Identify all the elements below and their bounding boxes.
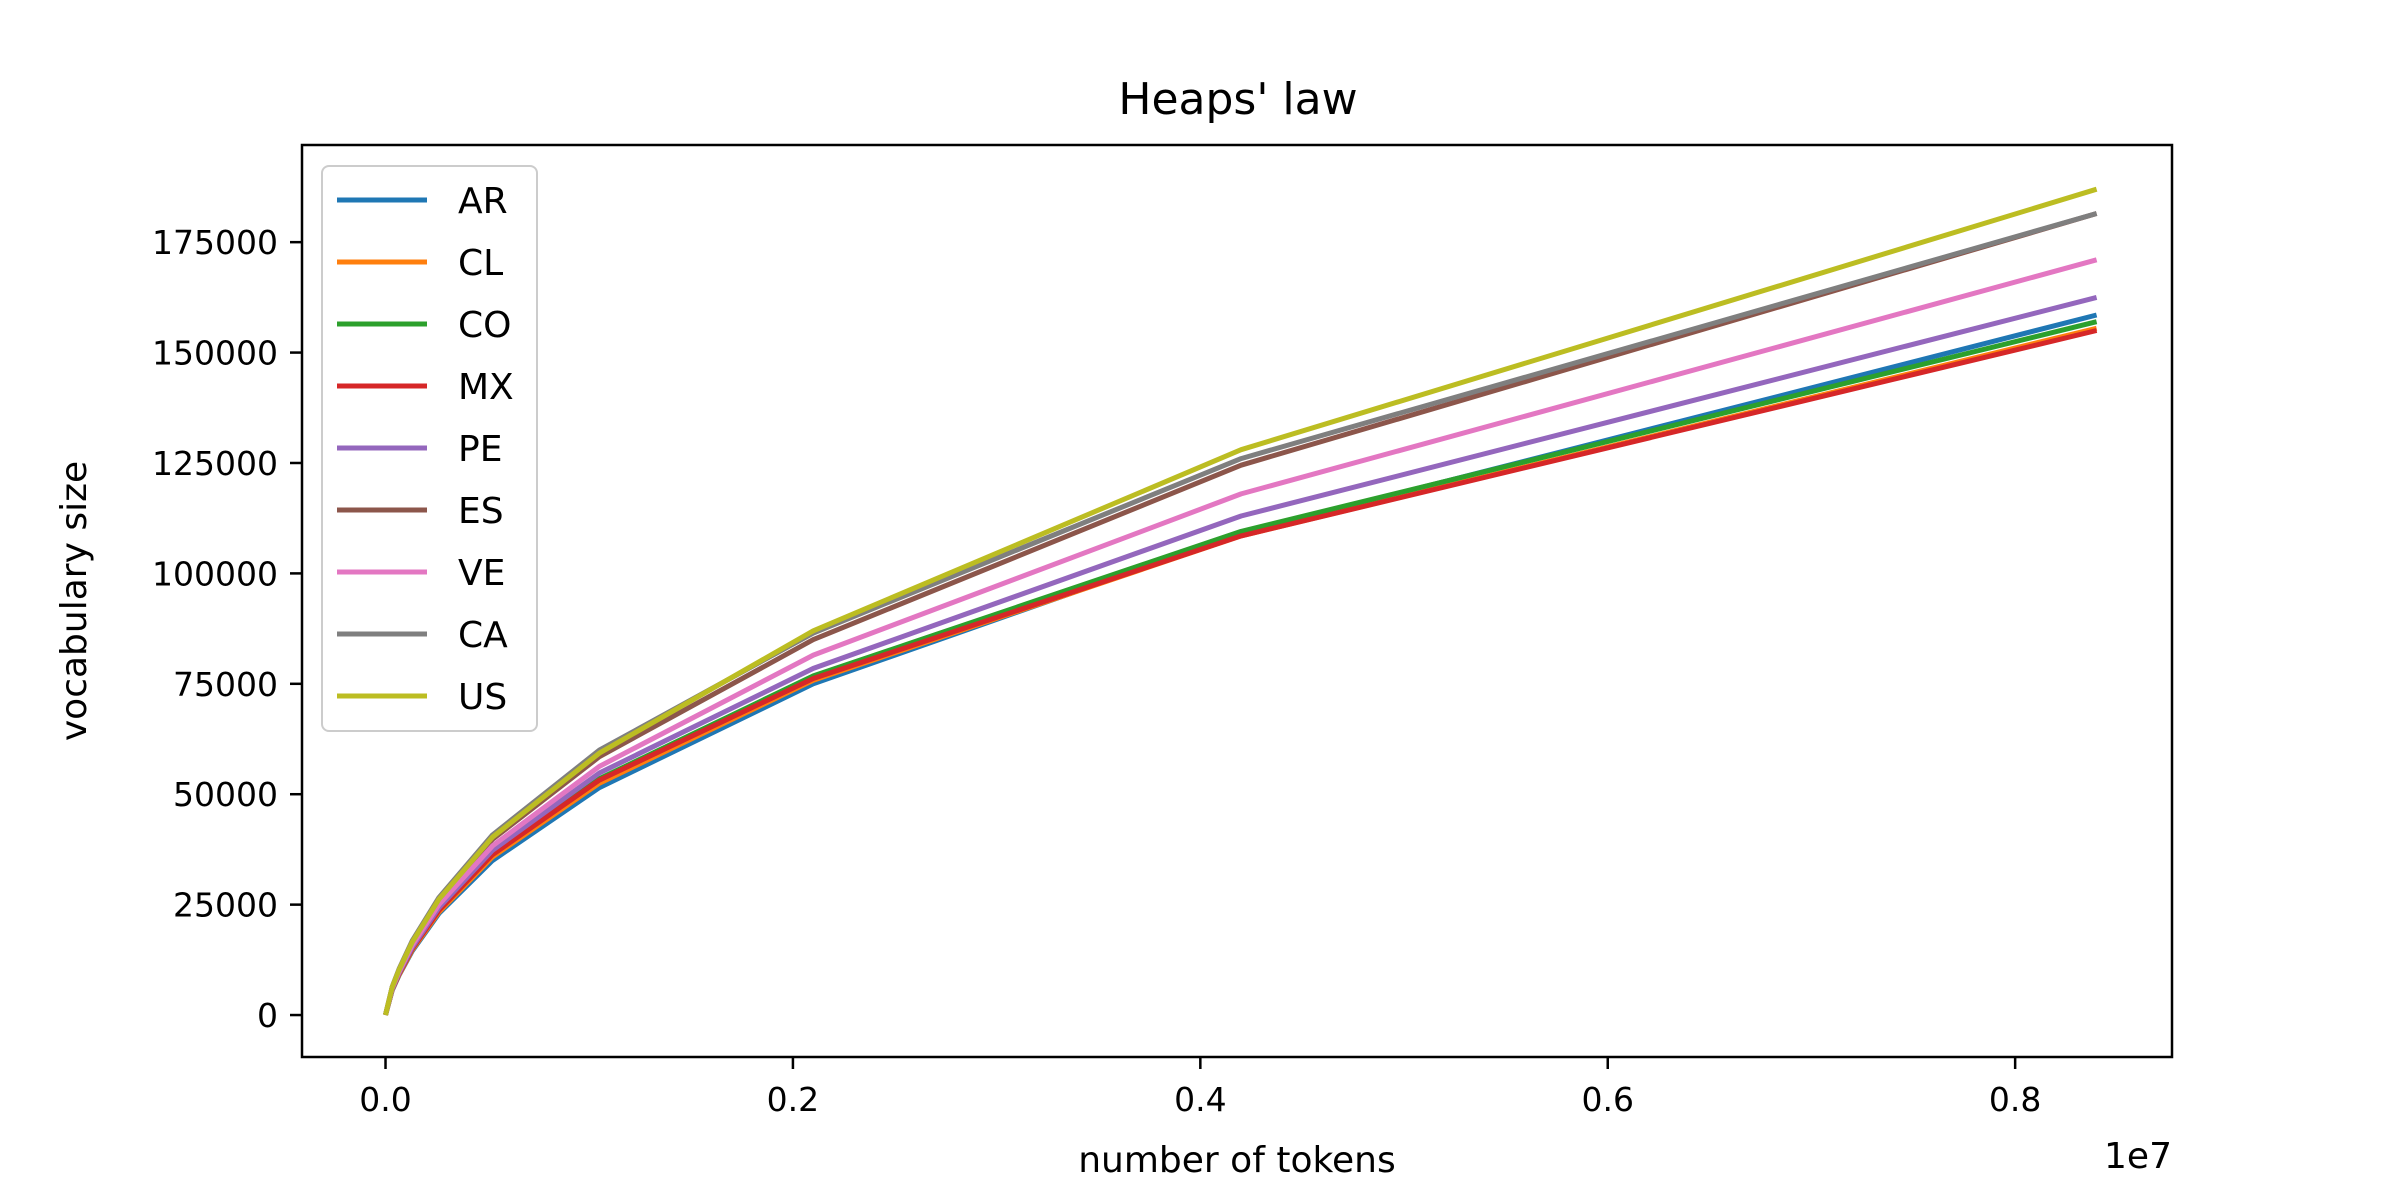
y-tick-label: 175000 [152,223,278,262]
x-axis-label: number of tokens [1078,1140,1396,1181]
x-tick-label: 0.2 [767,1080,819,1119]
y-tick-label: 25000 [173,886,278,925]
legend-label: AR [458,181,508,222]
legend-item-us: US [337,677,507,718]
series-line-cl [383,325,2098,1016]
series-line-ar [383,312,2098,1016]
legend-item-es: ES [337,491,504,532]
y-tick-label: 150000 [152,334,278,373]
x-tick-label: 0.4 [1174,1080,1226,1119]
legend-label: CO [458,305,511,346]
x-tick-label: 0.6 [1581,1080,1633,1119]
y-tick-label: 100000 [152,554,278,593]
series-layer [383,186,2098,1016]
legend-label: ES [458,491,504,532]
y-axis-label: vocabulary size [54,461,95,741]
chart-title: Heaps' law [1118,74,1357,125]
legend-item-co: CO [337,305,511,346]
legend-frame [321,165,538,732]
series-line-co [383,319,2098,1016]
legend-label: PE [458,429,502,470]
legend-label: VE [458,553,505,594]
x-tick-label: 0.8 [1989,1080,2041,1119]
series-line-ve [383,257,2098,1016]
series-line-mx [383,328,2098,1016]
plot-frame [300,143,2174,1059]
legend-item-ca: CA [337,615,508,656]
series-line-es [383,211,2098,1016]
y-tick-label: 75000 [173,665,278,704]
legend: AR CL CO MX PE ES VE CA US [321,165,538,732]
x-tick-label: 0.0 [359,1080,411,1119]
x-axis-ticks: 0.0 0.2 0.4 0.6 0.8 [359,1057,2041,1119]
y-tick-label: 0 [257,996,278,1035]
legend-item-ar: AR [337,181,508,222]
legend-label: CL [458,243,503,284]
legend-label: CA [458,615,508,656]
legend-label: MX [458,367,514,408]
series-line-us [383,186,2098,1016]
y-tick-label: 125000 [152,444,278,483]
series-line-ca [383,211,2098,1016]
legend-item-ve: VE [337,553,505,594]
legend-item-pe: PE [337,429,502,470]
y-tick-label: 50000 [173,775,278,814]
series-line-pe [383,294,2098,1016]
legend-item-mx: MX [337,367,514,408]
legend-item-cl: CL [337,243,503,284]
legend-label: US [458,677,507,718]
y-axis-ticks: 0 25000 50000 75000 100000 125000 150000 175000 [152,223,302,1035]
x-axis-offset-label: 1e7 [2104,1136,2172,1177]
